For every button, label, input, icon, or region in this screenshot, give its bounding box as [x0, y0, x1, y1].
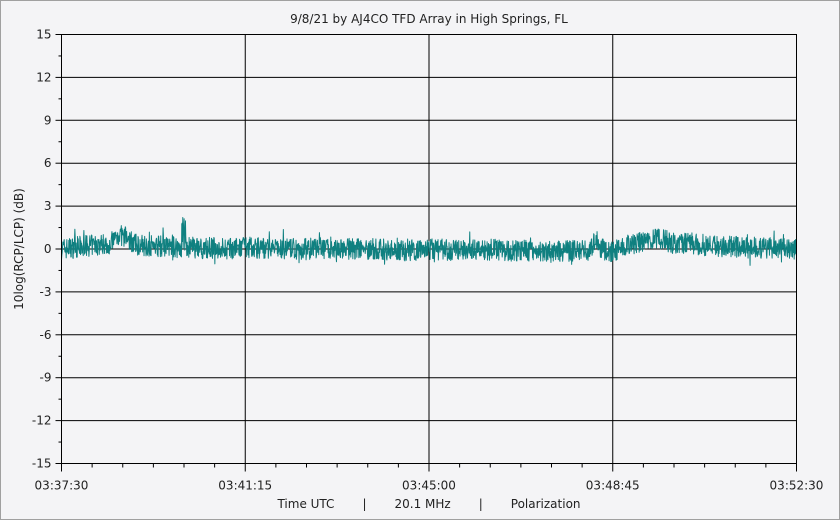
- y-tick-label: -3: [40, 285, 52, 299]
- series-line: [61, 217, 797, 266]
- x-label-mode: Polarization: [511, 497, 581, 511]
- x-tick-label: 03:41:15: [218, 479, 272, 493]
- x-tick-label: 03:37:30: [35, 479, 89, 493]
- y-tick-label: 6: [44, 156, 52, 170]
- y-tick-label: 3: [44, 199, 52, 213]
- x-label-separator: |: [479, 497, 483, 511]
- y-axis-label: 10log(RCP/LCP) (dB): [12, 188, 26, 310]
- plot-frame: [61, 34, 797, 464]
- x-tick-label: 03:48:45: [586, 479, 640, 493]
- y-tick-label: -12: [32, 414, 52, 428]
- y-tick-label: -15: [32, 457, 52, 471]
- x-tick-label: 03:45:00: [402, 479, 456, 493]
- y-tick-label: -6: [40, 328, 52, 342]
- x-axis: 03:37:30 03:41:15 03:45:00 03:48:45 03:52:30: [35, 463, 824, 493]
- x-label-frequency: 20.1 MHz: [395, 497, 451, 511]
- x-axis-label: Time UTC | 20.1 MHz | Polarization: [276, 497, 580, 511]
- y-tick-label: 12: [36, 70, 51, 84]
- y-tick-label: 9: [44, 113, 52, 127]
- x-tick-label: 03:52:30: [770, 479, 824, 493]
- y-tick-label: 15: [36, 28, 51, 42]
- y-tick-label: 0: [44, 242, 52, 256]
- chart-title: 9/8/21 by AJ4CO TFD Array in High Spring…: [290, 12, 568, 26]
- y-axis: 15 12 9 6 3 0 -3 -6 -9 -12 -15: [32, 28, 62, 471]
- x-label-separator: |: [362, 497, 366, 511]
- x-label-time: Time UTC: [276, 497, 334, 511]
- y-tick-label: -9: [40, 371, 52, 385]
